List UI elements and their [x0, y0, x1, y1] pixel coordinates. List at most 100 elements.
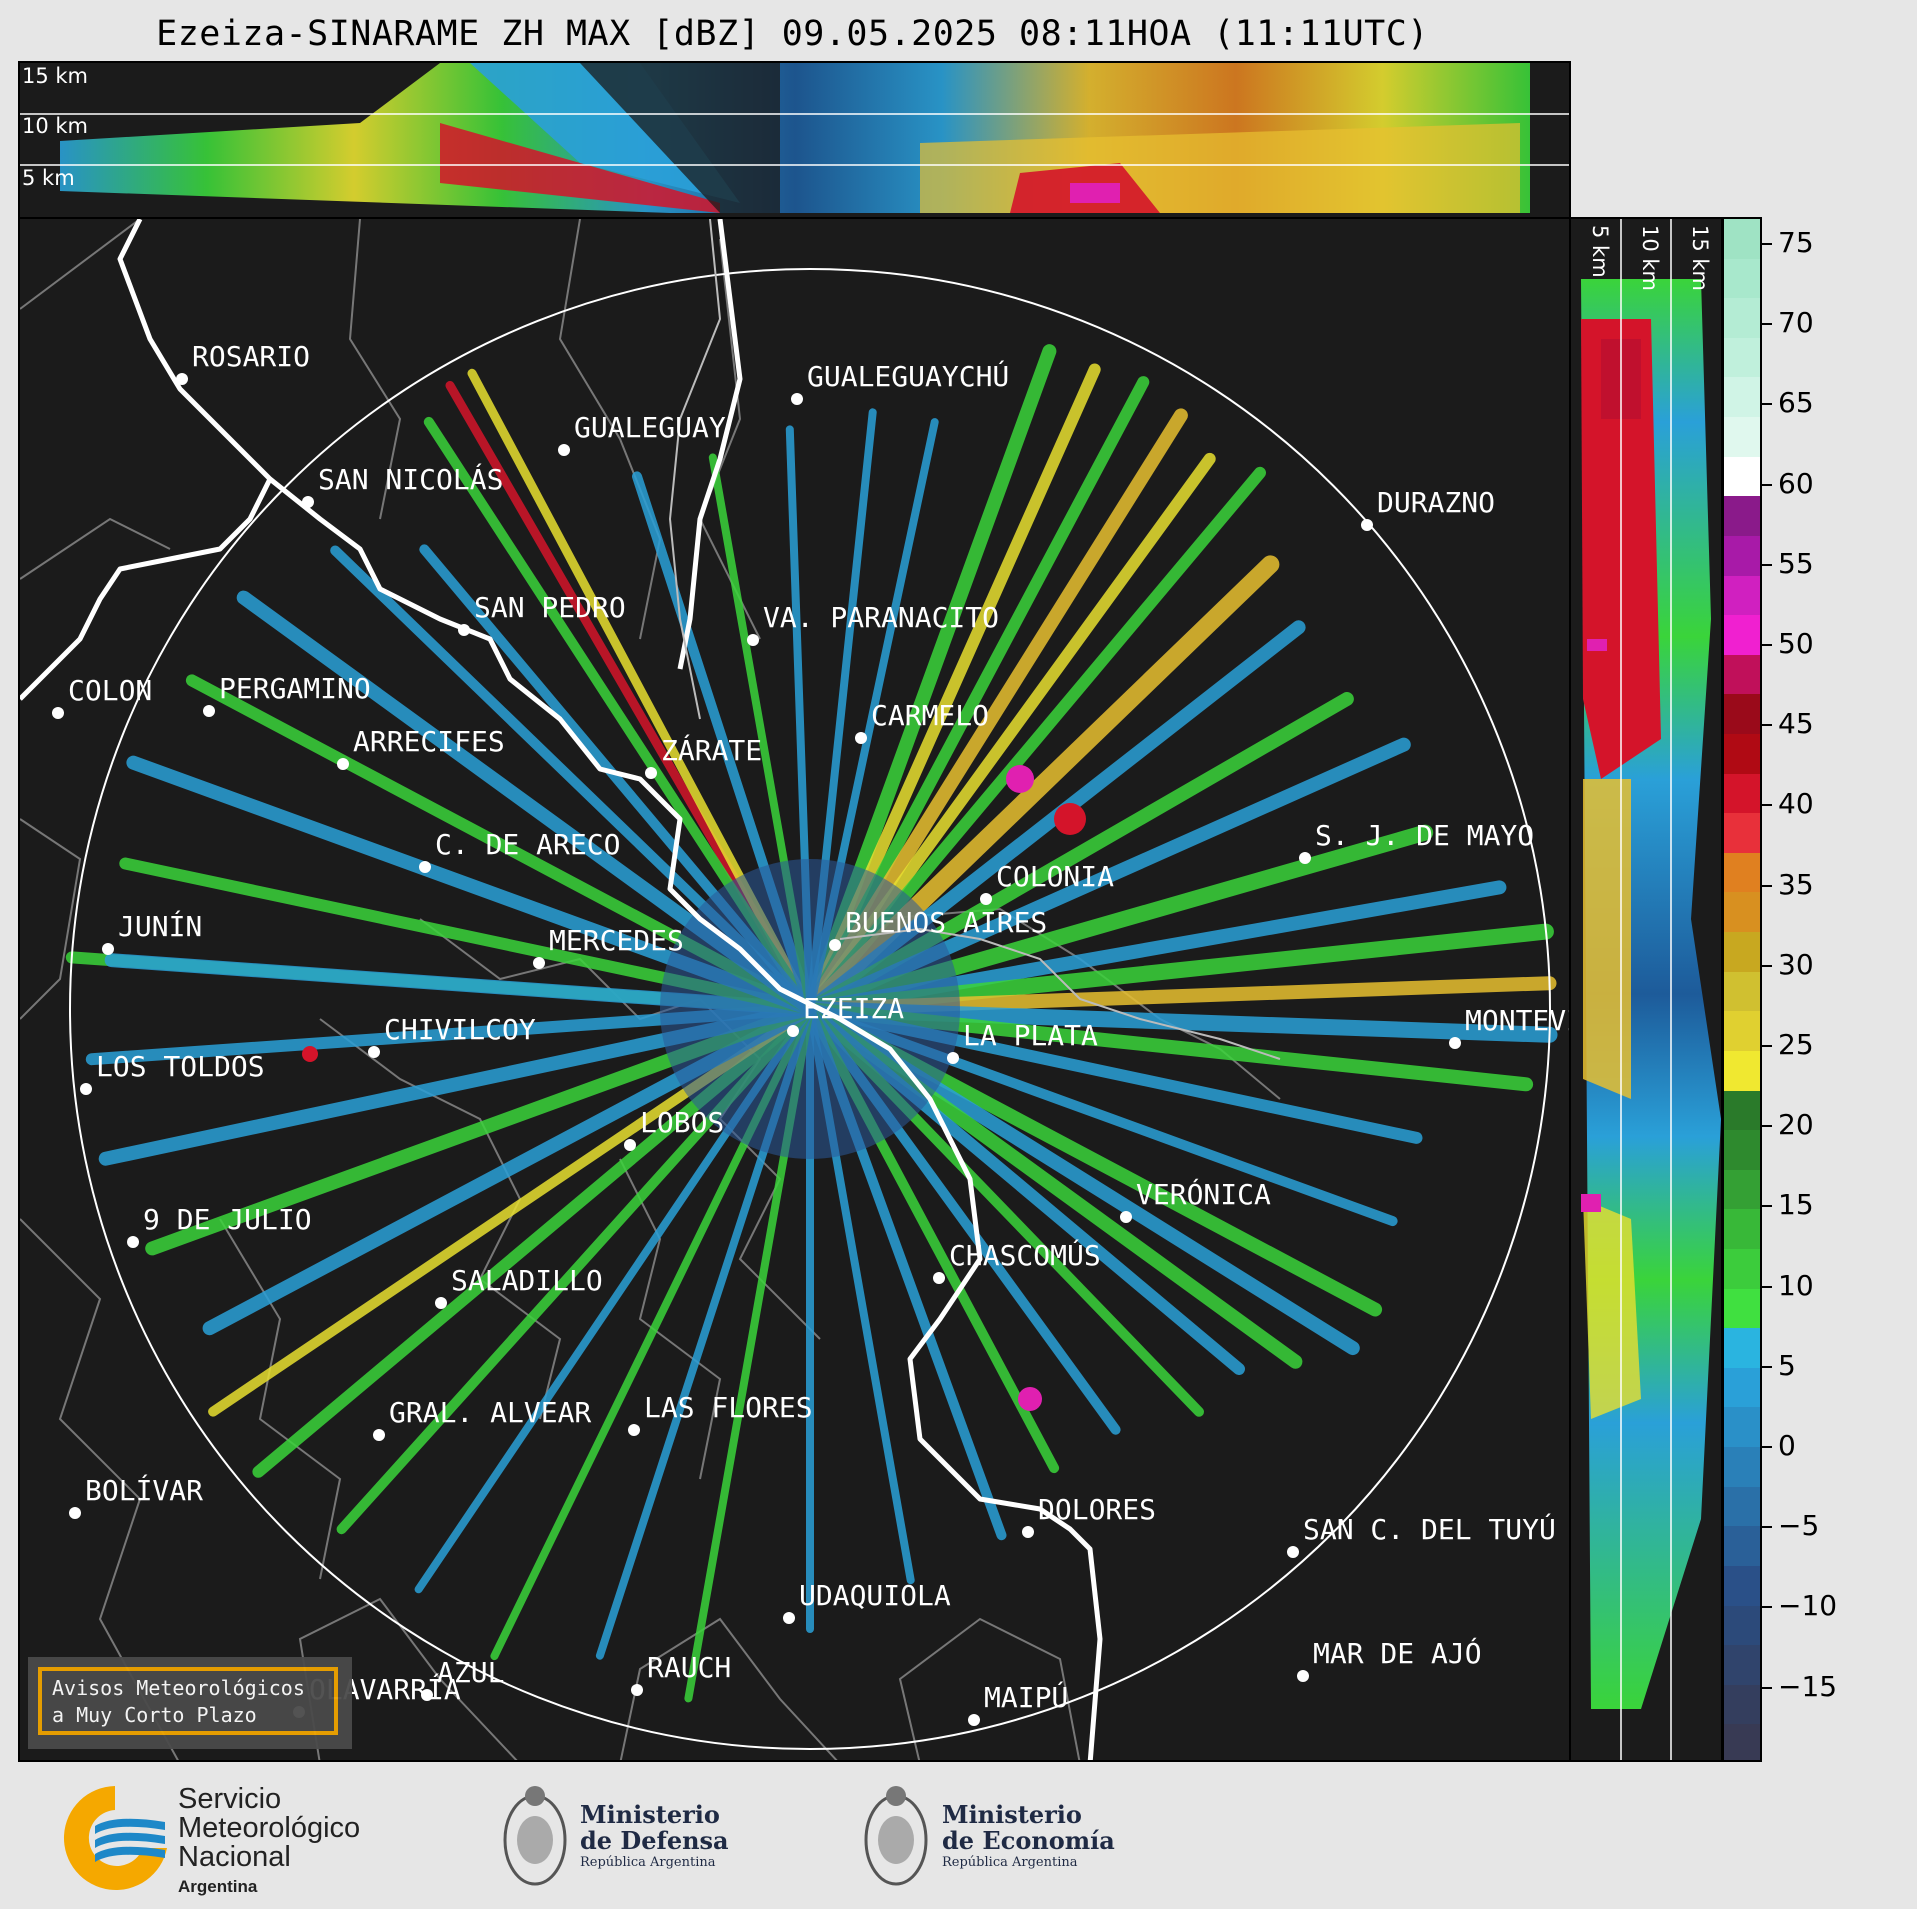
colorbar-segment: [1724, 1526, 1760, 1567]
city-label: UDAQUIOLA: [799, 1579, 951, 1612]
colorbar-segment: [1724, 1407, 1760, 1449]
colorbar-tick: [1762, 1526, 1772, 1529]
economia-logo-text: Ministerio de Economía República Argenti…: [942, 1802, 1115, 1872]
colorbar-segment: [1724, 1130, 1760, 1171]
top-cross-section: 15 km 10 km 5 km: [18, 61, 1571, 219]
city-buenos-aires: BUENOS AIRES: [829, 906, 1047, 951]
colorbar-tick-label: 35: [1778, 867, 1814, 901]
city-gualeguaychu: GUALEGUAYCHÚ: [791, 359, 1009, 405]
colorbar-tick-label: 55: [1778, 546, 1814, 580]
city-dot: [1449, 1037, 1461, 1049]
city-label: LA PLATA: [963, 1019, 1098, 1052]
city-dolores: DOLORES: [1022, 1493, 1156, 1538]
colorbar-tick-label: −5: [1778, 1509, 1820, 1543]
colorbar-segment: [1724, 535, 1760, 577]
city-san-c-del-tuyu: SAN C. DEL TUYÚ: [1287, 1512, 1556, 1558]
city-dot: [747, 634, 759, 646]
city-markers: ROSARIO GUALEGUAYCHÚ GUALEGUAY SAN NICOLÁS D…: [52, 340, 1569, 1726]
colorbar-segment: [1724, 417, 1760, 458]
city-dot: [368, 1046, 380, 1058]
city-zarate: ZÁRATE: [645, 733, 762, 779]
storm-core: [1054, 803, 1086, 835]
city-dot: [458, 624, 470, 636]
city-label: GRAL. ALVEAR: [389, 1396, 591, 1429]
city-sj-de-mayo: S. J. DE MAYO: [1299, 819, 1534, 864]
city-dot: [933, 1272, 945, 1284]
colorbar-tick-label: 30: [1778, 947, 1814, 981]
avisos-box[interactable]: Avisos Meteorológicos a Muy Corto Plazo: [28, 1657, 352, 1749]
smn-logo-icon: [63, 1786, 167, 1890]
colorbar-segment: [1724, 694, 1760, 735]
colorbar-segment: [1724, 575, 1760, 617]
colorbar-tick: [1762, 1045, 1772, 1047]
city-mar-de-ajo: MAR DE AJÓ: [1297, 1636, 1482, 1682]
colorbar-tick-label: 45: [1778, 707, 1814, 741]
city-arrecifes: ARRECIFES: [337, 725, 505, 770]
defensa-logo-text: Ministerio de Defensa República Argentin…: [580, 1802, 729, 1872]
city-label: VERÓNICA: [1136, 1177, 1271, 1211]
city-label: DURAZNO: [1377, 486, 1495, 519]
top-height-label-10: 10 km: [22, 114, 88, 138]
city-dot: [558, 444, 570, 456]
city-san-nicolas: SAN NICOLÁS: [302, 462, 503, 508]
colorbar-segment: [1724, 1486, 1760, 1528]
city-dot: [421, 1689, 433, 1701]
storm-core: [1006, 765, 1034, 793]
city-durazno: DURAZNO: [1361, 486, 1495, 531]
colorbar-segment: [1724, 456, 1760, 498]
colorbar-tick-label: −10: [1778, 1589, 1838, 1623]
city-dot: [203, 705, 215, 717]
city-dot: [102, 943, 114, 955]
colorbar-tick: [1762, 243, 1772, 245]
colorbar-tick: [1762, 1606, 1772, 1609]
side-cross-section: 5 km 10 km 15 km: [1569, 217, 1723, 1762]
city-mercedes: MERCEDES: [533, 924, 684, 969]
colorbar-tick: [1762, 1125, 1772, 1128]
reflectivity-colorbar: [1722, 217, 1762, 1762]
city-label: AZUL: [437, 1656, 504, 1689]
colorbar-segment: [1724, 734, 1760, 775]
colorbar-segment: [1724, 813, 1760, 854]
city-colon: COLON: [52, 674, 152, 719]
city-bolivar: BOLÍVAR: [69, 1473, 203, 1519]
city-dot: [419, 861, 431, 873]
colorbar-segment: [1724, 1050, 1760, 1092]
city-dot: [337, 758, 349, 770]
city-san-pedro: SAN PEDRO: [458, 591, 626, 636]
range-ring: [69, 268, 1551, 1750]
city-label: MAIPÚ: [984, 1680, 1068, 1714]
storm-core: [1018, 1387, 1042, 1411]
city-dot: [791, 393, 803, 405]
city-villa-paranacito: VA. PARANACITO: [747, 601, 999, 646]
city-label: BUENOS AIRES: [845, 906, 1047, 939]
colorbar-tick-label: 10: [1778, 1268, 1814, 1302]
city-dot: [302, 496, 314, 508]
colorbar-segment: [1724, 298, 1760, 339]
colorbar-segment: [1724, 258, 1760, 300]
city-carmelo: CARMELO: [855, 699, 989, 744]
city-label: MAR DE AJÓ: [1313, 1636, 1482, 1670]
colorbar-tick: [1762, 323, 1772, 326]
colorbar-segment: [1724, 1209, 1760, 1250]
city-label: SALADILLO: [451, 1264, 603, 1297]
colorbar-segment: [1724, 1447, 1760, 1488]
city-pergamino: PERGAMINO: [203, 672, 371, 717]
city-junin: JUNÍN: [102, 909, 202, 955]
city-gral-alvear: GRAL. ALVEAR: [373, 1396, 591, 1441]
city-lobos: LOBOS: [624, 1106, 724, 1151]
city-saladillo: SALADILLO: [435, 1264, 603, 1309]
colorbar-segment: [1724, 1011, 1760, 1052]
colorbar-segment: [1724, 496, 1760, 537]
city-label: SAN NICOLÁS: [318, 462, 503, 496]
colorbar-segment: [1724, 1684, 1760, 1726]
defensa-line1: Ministerio: [580, 1800, 720, 1829]
economia-seal-icon: [864, 1786, 928, 1886]
colorbar-segment: [1724, 1367, 1760, 1409]
avisos-line1: Avisos Meteorológicos: [52, 1676, 305, 1700]
city-label: ZÁRATE: [661, 733, 762, 767]
colorbar-segment: [1724, 377, 1760, 419]
city-maipu: MAIPÚ: [968, 1680, 1068, 1726]
colorbar-tick-label: 25: [1778, 1028, 1814, 1061]
city-udaquiola: UDAQUIOLA: [783, 1579, 951, 1624]
colorbar-tick-label: 20: [1778, 1108, 1814, 1142]
